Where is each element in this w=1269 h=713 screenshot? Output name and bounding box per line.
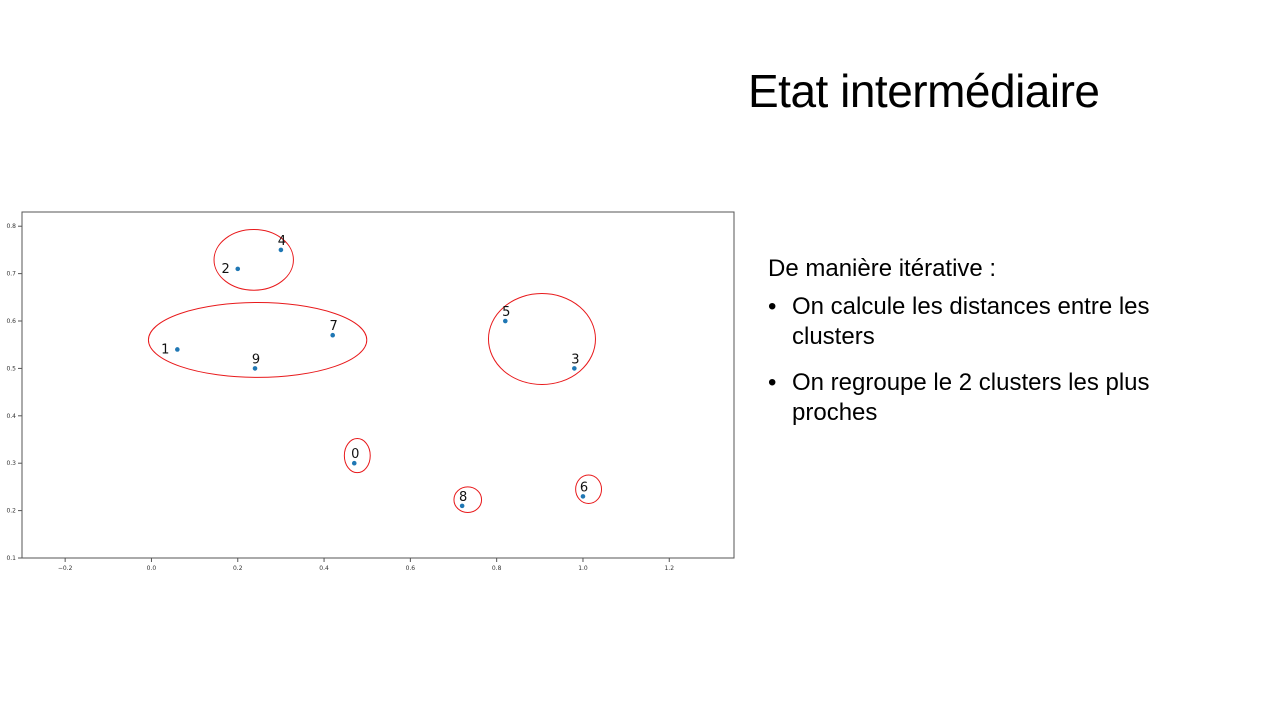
point-label-0: 0 xyxy=(351,447,359,462)
y-tick-label: 0.6 xyxy=(6,318,16,325)
cluster-ellipse-6 xyxy=(575,474,603,504)
x-tick-label: 0.0 xyxy=(147,565,157,572)
scatter-plot: −0.2 0.0 0.2 0.4 0.6 0.8 1.0 1.2 0.1 0.2 0.3 0.4 0.5… xyxy=(0,200,745,590)
x-tick-label: 0.2 xyxy=(233,565,243,572)
text-block: De manière itérative : • On calcule les … xyxy=(768,254,1238,444)
y-tick-label: 0.4 xyxy=(6,413,16,420)
x-tick-label: −0.2 xyxy=(58,565,73,572)
point-label-8: 8 xyxy=(459,490,467,505)
scatter-plot-svg: −0.2 0.0 0.2 0.4 0.6 0.8 1.0 1.2 0.1 0.2 0.3 0.4 0.5… xyxy=(6,211,735,572)
data-point-2 xyxy=(235,266,241,272)
bullet-item-2: • On regroupe le 2 clusters les plus pro… xyxy=(768,368,1238,428)
data-point-7 xyxy=(330,332,335,338)
cluster-ellipse-2-4 xyxy=(213,229,294,291)
y-tick-label: 0.8 xyxy=(6,223,16,230)
point-label-9: 9 xyxy=(252,352,260,367)
point-label-3: 3 xyxy=(571,352,579,367)
data-point-6 xyxy=(580,494,586,499)
data-point-5 xyxy=(502,318,508,324)
y-tick-label: 0.3 xyxy=(6,460,16,467)
intro-text: De manière itérative : xyxy=(768,255,997,282)
slide-title: Etat intermédiaire xyxy=(748,65,1100,117)
bullet-item-1: • On calcule les distances entre les clu… xyxy=(768,292,1238,352)
x-tick-label: 1.0 xyxy=(578,565,588,572)
y-tick-label: 0.2 xyxy=(6,508,16,515)
bullet-text-1: On calcule les distances entre les clust… xyxy=(792,293,1150,350)
data-point-9 xyxy=(252,366,258,371)
point-label-5: 5 xyxy=(502,305,510,320)
point-label-2: 2 xyxy=(221,262,229,277)
bullet-list: • On calcule les distances entre les clu… xyxy=(768,292,1238,428)
data-point-8 xyxy=(459,503,465,509)
point-label-6: 6 xyxy=(580,480,588,495)
y-tick-label: 0.1 xyxy=(6,555,16,562)
cluster-ellipse-5-3 xyxy=(487,293,596,386)
point-label-4: 4 xyxy=(278,234,286,249)
point-label-7: 7 xyxy=(330,319,338,334)
bullet-icon: • xyxy=(768,293,777,320)
x-tick-label: 0.8 xyxy=(492,565,502,572)
cluster-ellipse-1-7-9 xyxy=(147,302,368,378)
y-tick-label: 0.7 xyxy=(6,271,16,278)
data-point-3 xyxy=(572,366,577,371)
cluster-ellipse-0 xyxy=(343,438,371,474)
x-tick-label: 1.2 xyxy=(664,565,674,572)
bullet-icon: • xyxy=(768,369,777,396)
point-label-1: 1 xyxy=(161,342,169,357)
data-point-0 xyxy=(351,460,357,466)
bullet-text-2: On regroupe le 2 clusters les plus proch… xyxy=(792,369,1150,426)
data-point-4 xyxy=(278,247,284,253)
data-point-1 xyxy=(175,347,180,352)
plot-frame xyxy=(21,211,735,559)
y-tick-label: 0.5 xyxy=(6,365,16,372)
cluster-ellipse-8 xyxy=(453,486,483,513)
x-tick-label: 0.6 xyxy=(406,565,416,572)
x-tick-label: 0.4 xyxy=(319,565,329,572)
